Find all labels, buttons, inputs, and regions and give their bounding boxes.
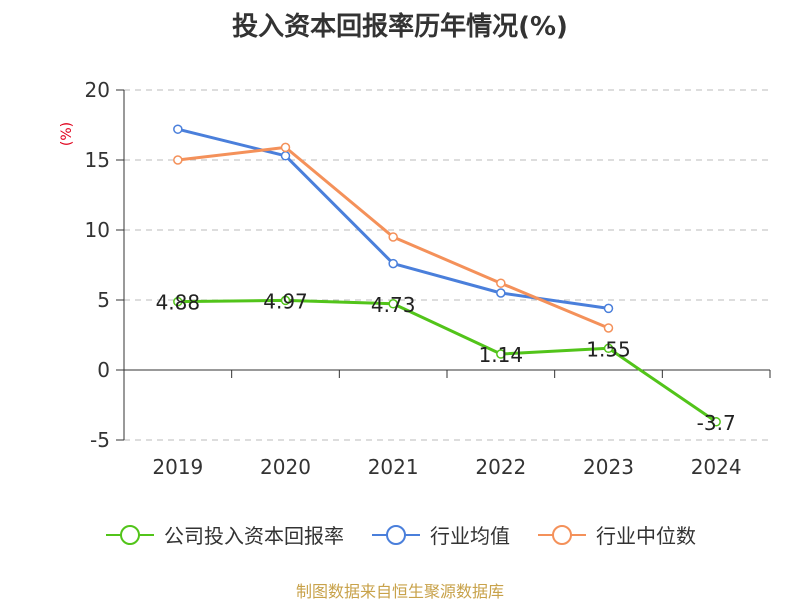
- data-label-2022: 1.14: [479, 343, 524, 367]
- x-tick-label-2023: 2023: [583, 455, 634, 479]
- x-tick-label-2021: 2021: [368, 455, 419, 479]
- legend-item-industry-median[interactable]: 行业中位数: [536, 520, 696, 549]
- series-line-0: [177, 298, 718, 424]
- chart-title: 投入资本回报率历年情况(%): [232, 12, 568, 42]
- x-tick-label-2022: 2022: [475, 455, 526, 479]
- data-label-2024: -3.7: [697, 411, 736, 435]
- data-point-s2-2021: [388, 232, 398, 242]
- data-source-note: 制图数据来自恒生聚源数据库: [295, 582, 504, 601]
- x-tick-label-2020: 2020: [260, 455, 311, 479]
- data-point-s1-2019: [173, 124, 183, 134]
- data-point-s2-2019: [173, 155, 183, 165]
- data-point-s1-2020: [280, 151, 291, 161]
- data-point-s1-2021: [388, 258, 398, 269]
- legend-marker-company: [106, 524, 154, 545]
- legend-label-company: 公司投入资本回报率: [164, 524, 344, 548]
- legend-item-industry-mean[interactable]: 行业均值: [370, 520, 510, 549]
- y-tick-label-0: 20: [85, 78, 110, 102]
- data-point-s2-2022: [496, 278, 506, 288]
- data-point-s0-2020: [280, 295, 291, 306]
- legend: 公司投入资本回报率 行业均值 行业中位数: [0, 520, 800, 549]
- legend-label-industry-mean: 行业均值: [430, 524, 510, 548]
- x-tick-label-2024: 2024: [691, 455, 742, 479]
- data-point-s0-2023: [603, 343, 614, 354]
- y-tick-label-2: 10: [85, 218, 110, 242]
- data-label-2019: 4.88: [156, 291, 201, 315]
- data-point-s2-2023: [603, 323, 614, 333]
- y-tick-label-1: 15: [85, 148, 110, 172]
- data-point-s0-2019: [173, 296, 183, 307]
- x-tick-label-2019: 2019: [152, 455, 203, 479]
- data-label-2021: 4.73: [371, 293, 416, 317]
- y-tick-label-5: -5: [90, 428, 110, 452]
- data-label-2020: 4.97: [263, 289, 308, 313]
- legend-item-company[interactable]: 公司投入资本回报率: [104, 520, 344, 549]
- data-label-2023: 1.55: [586, 337, 631, 361]
- data-point-s2-2020: [280, 142, 291, 153]
- data-point-s1-2023: [603, 303, 614, 314]
- y-tick-label-3: 5: [97, 288, 110, 312]
- y-tick-label-4: 0: [97, 358, 110, 382]
- legend-marker-industry-median: [538, 524, 586, 545]
- data-point-s0-2021: [388, 299, 398, 309]
- data-point-s0-2024: [711, 417, 721, 427]
- legend-marker-industry-mean: [372, 524, 420, 545]
- series-line-1: [177, 127, 609, 310]
- data-point-s1-2022: [496, 288, 506, 298]
- legend-label-industry-median: 行业中位数: [596, 524, 696, 548]
- line-chart: 20 15 10 5 0 -5 2019 2020 2021 2022 2023 2024 4.88 4.…: [85, 78, 771, 479]
- data-point-s0-2022: [496, 349, 506, 359]
